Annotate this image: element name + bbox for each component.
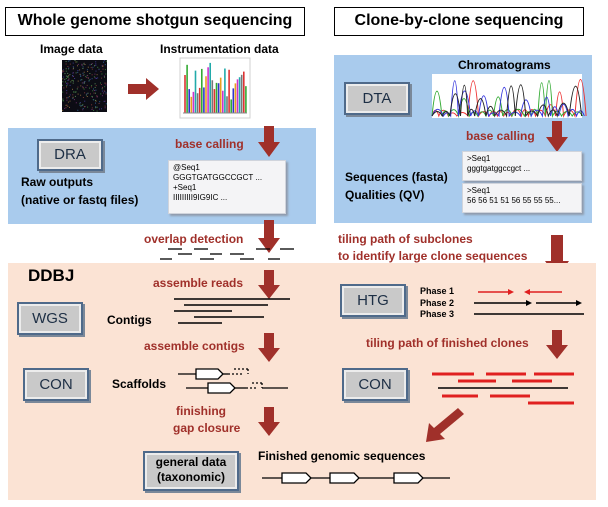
phase-3-label: Phase 3	[420, 309, 455, 319]
raw-outputs-label: Raw outputs	[21, 175, 93, 189]
arrow-down-base-calling-left	[258, 126, 280, 157]
ddbj-title: DDBJ	[28, 266, 75, 285]
fastq-line-2: GGGTGATGGCCGCT ...	[173, 173, 263, 182]
overlap-detection-label: overlap detection	[144, 232, 244, 246]
chromatograms-label: Chromatograms	[458, 58, 551, 72]
wgs-button[interactable]: WGS	[17, 302, 83, 335]
tiling-subclones-label-2: to identify large clone sequences	[338, 249, 528, 263]
arrow-down-overlap	[258, 220, 280, 253]
contigs-lines	[174, 298, 290, 324]
instrumentation-data-picture	[179, 57, 251, 119]
clone-title: Clone-by-clone sequencing	[334, 7, 584, 36]
finishing-label: finishing	[176, 404, 226, 418]
general-data-line-1: general data	[155, 455, 227, 469]
fastq-sample-box: @Seq1 GGGTGATGGCCGCT ... +Seq1 IIIIIIIII…	[168, 160, 286, 214]
fastq-line-1: @Seq1	[173, 163, 200, 172]
sequence-line-2: gggtgatggccgct ...	[467, 164, 531, 173]
sequence-sample-box: >Seq1 gggtgatggccgct ...	[462, 151, 582, 181]
arrow-image-to-instrument	[128, 78, 159, 100]
phase-1-label: Phase 1	[420, 286, 455, 296]
scaffold-drawing	[178, 368, 288, 394]
arrow-down-base-calling-right	[546, 121, 568, 152]
sequences-label: Sequences (fasta)	[345, 170, 448, 184]
scaffolds-label: Scaffolds	[112, 377, 167, 391]
image-data-picture	[62, 60, 107, 112]
finished-clones-lines	[432, 372, 574, 405]
arrow-down-finishing	[258, 407, 280, 436]
qualities-label: Qualities (QV)	[345, 188, 425, 202]
arrow-down-assemble-contigs	[258, 333, 280, 362]
arrow-down-tiling-finished	[546, 330, 568, 359]
image-data-label: Image data	[40, 42, 103, 56]
base-calling-label-right: base calling	[466, 129, 535, 143]
general-data-line-2: (taxonomic)	[156, 470, 225, 484]
finished-genomic-label: Finished genomic sequences	[258, 449, 426, 463]
instrumentation-data-label: Instrumentation data	[160, 42, 279, 56]
quality-sample-box: >Seq1 56 56 51 51 56 55 55 55...	[462, 183, 582, 213]
native-fastq-label: (native or fastq files)	[21, 193, 139, 207]
htg-button[interactable]: HTG	[340, 284, 406, 317]
reads-dashes	[160, 248, 294, 260]
arrow-diagonal-finished	[426, 408, 464, 442]
quality-line-2: 56 56 51 51 56 55 55 55...	[467, 196, 561, 205]
chromatogram-picture	[431, 74, 587, 118]
wgs-title: Whole genome shotgun sequencing	[5, 7, 305, 36]
assemble-reads-label: assemble reads	[153, 276, 244, 290]
general-data-button[interactable]: general data (taxonomic)	[143, 451, 239, 491]
tiling-subclones-label-1: tiling path of subclones	[338, 232, 473, 246]
fastq-line-4: IIIIIIIII9IG9IC ...	[173, 193, 228, 202]
con-button-left[interactable]: CON	[23, 368, 89, 401]
base-calling-label-left: base calling	[175, 137, 244, 151]
sequence-line-1: >Seq1	[467, 154, 491, 163]
phase-2-label: Phase 2	[420, 298, 455, 308]
dta-button[interactable]: DTA	[344, 82, 410, 115]
gap-closure-label: gap closure	[173, 421, 241, 435]
fastq-line-3: +Seq1	[173, 183, 197, 192]
assemble-contigs-label: assemble contigs	[144, 339, 245, 353]
finished-genome-drawing	[262, 472, 450, 484]
contigs-label: Contigs	[107, 313, 152, 327]
tiling-finished-label: tiling path of finished clones	[366, 336, 529, 350]
arrow-down-assemble-reads	[258, 270, 280, 299]
phase-lines	[474, 289, 584, 315]
con-button-right[interactable]: CON	[342, 368, 408, 401]
dra-button[interactable]: DRA	[37, 139, 103, 171]
quality-line-1: >Seq1	[467, 186, 491, 195]
